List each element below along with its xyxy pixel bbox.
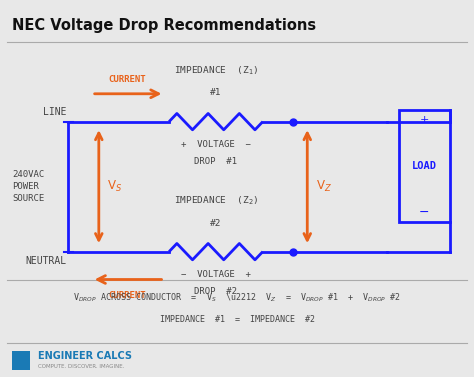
Text: −  VOLTAGE  +: − VOLTAGE + (181, 270, 251, 279)
Text: DROP  #2: DROP #2 (194, 287, 237, 296)
Text: −: − (419, 206, 429, 219)
Text: CURRENT: CURRENT (108, 75, 146, 84)
Text: V$_S$: V$_S$ (107, 179, 122, 194)
Text: #1: #1 (210, 89, 222, 98)
Bar (12, 351, 30, 370)
Text: V$_{DROP}$ ACROSS CONDUCTOR  =  V$_S$  \u2212  V$_Z$  =  V$_{DROP}$ #1  +  V$_{D: V$_{DROP}$ ACROSS CONDUCTOR = V$_S$ \u22… (73, 292, 401, 304)
Text: IMPEDANCE  (Z$_2$): IMPEDANCE (Z$_2$) (173, 195, 258, 207)
Text: V$_Z$: V$_Z$ (316, 179, 332, 194)
Text: ENGINEER CALCS: ENGINEER CALCS (38, 351, 132, 362)
Text: LINE: LINE (43, 107, 66, 117)
Text: CURRENT: CURRENT (108, 291, 146, 300)
Bar (399, 110, 450, 222)
Text: DROP  #1: DROP #1 (194, 157, 237, 166)
Text: LOAD: LOAD (412, 161, 437, 171)
Text: NEUTRAL: NEUTRAL (25, 256, 66, 266)
Text: +: + (419, 115, 429, 125)
Text: 240VAC
POWER
SOURCE: 240VAC POWER SOURCE (12, 170, 45, 203)
Text: IMPEDANCE  #1  =  IMPEDANCE  #2: IMPEDANCE #1 = IMPEDANCE #2 (159, 315, 315, 324)
Text: +  VOLTAGE  −: + VOLTAGE − (181, 140, 251, 149)
Text: IMPEDANCE  (Z$_1$): IMPEDANCE (Z$_1$) (173, 64, 258, 77)
Text: NEC Voltage Drop Recommendations: NEC Voltage Drop Recommendations (12, 18, 316, 33)
Text: COMPUTE. DISCOVER. IMAGINE.: COMPUTE. DISCOVER. IMAGINE. (38, 364, 124, 369)
Text: #2: #2 (210, 219, 222, 227)
